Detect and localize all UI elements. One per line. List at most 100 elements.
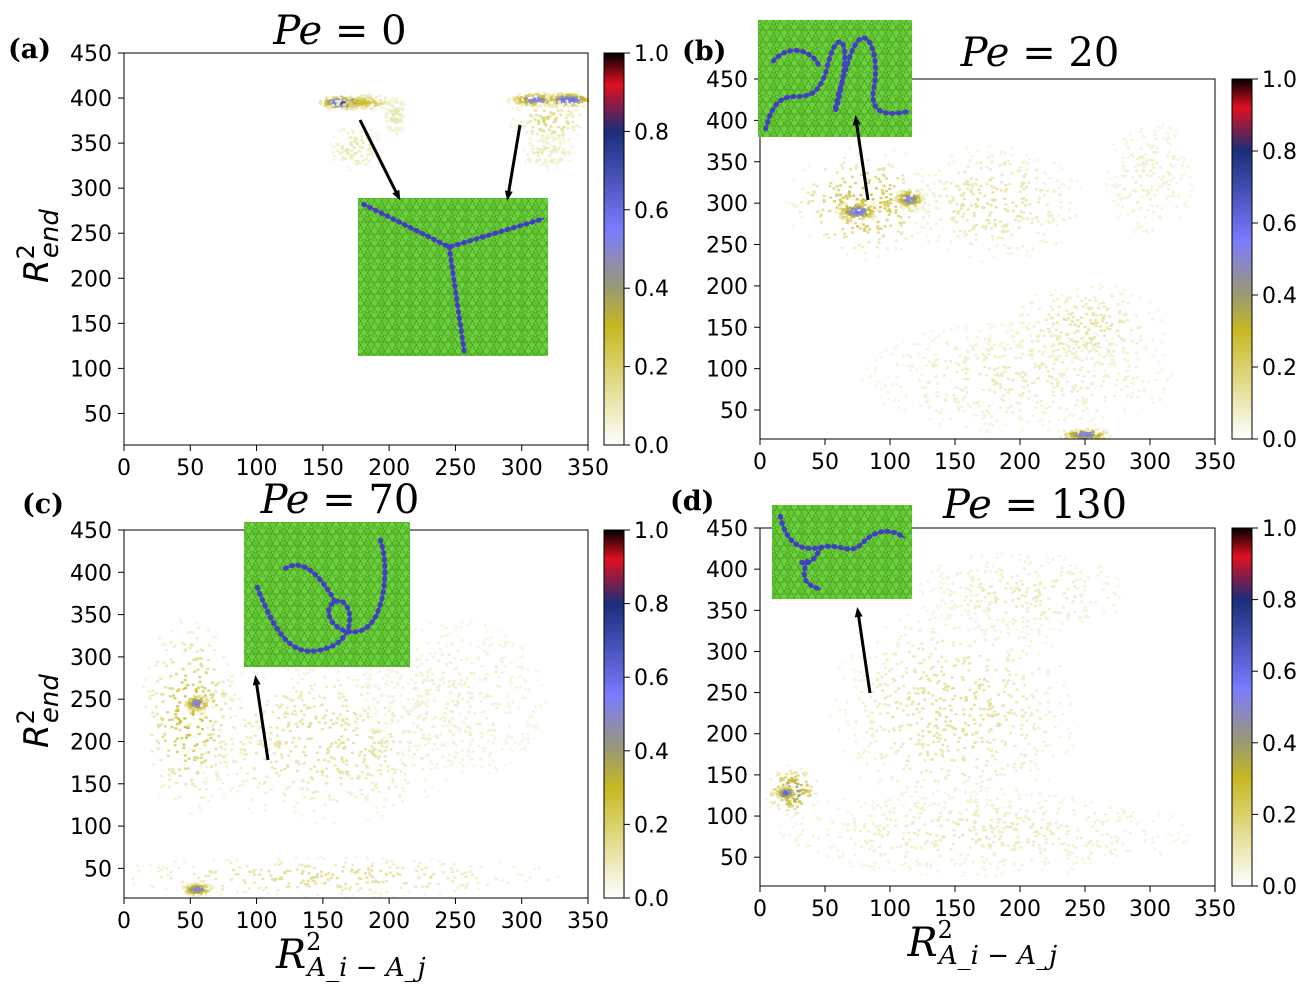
heat-cell-2-2 [425,710,429,714]
heat-cell-1-5 [1019,418,1023,421]
heat-cell-2-3 [365,881,369,884]
panel-title: Pe = 20 [960,30,1120,76]
heat-cell-2-0 [152,715,156,718]
heat-cell-1-3 [991,235,995,238]
heat-cell-2-2 [285,696,289,700]
heat-cell-2-2 [415,702,419,705]
heat-cell-1-5 [986,323,990,326]
heat-cell-1-5 [982,358,986,362]
heat-cell-1-4 [1092,343,1096,347]
heat-cell-0-5 [583,104,587,107]
heat-cell-3-0 [806,789,810,793]
heat-cell-2-0 [207,799,211,802]
heat-cell-1-7 [1149,175,1153,178]
heat-cell-2-5 [466,750,470,753]
heat-cell-2-2 [424,737,428,740]
heat-cell-2-5 [363,698,367,701]
heat-cell-0-4 [512,96,516,99]
heat-cell-1-0 [867,241,871,244]
heat-cell-1-7 [1168,163,1172,166]
heat-cell-0-4 [552,99,556,103]
heat-cell-1-5 [1068,414,1072,417]
heat-cell-2-5 [489,751,493,754]
colorbar-tick-label: 0.2 [634,356,669,381]
heat-cell-1-3 [1001,230,1005,234]
heat-cell-2-2 [299,695,303,698]
heat-cell-1-5 [1150,396,1154,400]
heat-cell-2-0 [147,666,151,670]
heat-cell-1-6 [1102,430,1106,433]
heat-cell-1-5 [1085,386,1089,390]
heat-cell-2-5 [373,707,377,710]
heat-cell-2-2 [350,751,354,755]
heat-cell-1-3 [1027,181,1031,185]
heat-cell-1-7 [1148,169,1152,172]
heat-cell-2-3 [341,870,345,873]
heat-cell-1-4 [1056,348,1060,351]
heat-cell-0-1 [360,106,364,109]
heat-cell-1-3 [988,178,992,182]
heat-cell-0-1 [379,99,383,102]
heat-cell-2-2 [263,808,267,812]
heat-cell-1-4 [1098,287,1102,291]
heat-cell-1-2 [910,198,914,201]
heat-cell-2-5 [495,666,499,669]
heatmap [131,618,560,899]
heat-cell-2-3 [417,864,421,868]
heat-cell-1-5 [1072,388,1076,391]
heat-cell-1-5 [1004,423,1008,426]
heat-cell-2-2 [263,804,267,807]
heat-cell-0-7 [542,145,546,148]
heat-cell-2-5 [449,631,453,635]
heat-cell-0-1 [371,109,375,113]
heat-cell-2-3 [135,864,139,867]
heat-cell-1-4 [1071,356,1075,360]
heat-cell-1-4 [1090,322,1094,325]
heat-cell-2-5 [442,681,446,685]
heat-cell-2-2 [262,710,266,714]
heat-cell-1-5 [1038,419,1042,423]
heat-cell-2-3 [365,856,369,860]
heat-cell-1-7 [1153,133,1157,136]
heat-cell-1-5 [1009,405,1013,408]
heat-cell-2-5 [480,735,484,739]
heat-cell-1-7 [1135,169,1139,173]
heat-cell-2-5 [380,729,384,733]
heat-cell-1-5 [927,406,931,409]
heat-cell-2-0 [183,717,187,720]
heat-cell-1-7 [1183,204,1187,207]
heat-cell-1-0 [863,227,867,230]
heat-cell-1-3 [933,194,937,197]
heat-cell-2-2 [270,766,274,769]
heat-cell-2-2 [365,798,369,801]
heat-cell-2-5 [498,644,502,647]
heat-cell-1-4 [1157,308,1161,312]
heat-cell-0-6 [543,122,547,126]
heat-cell-1-7 [1123,187,1127,190]
heat-cell-2-0 [196,725,200,729]
heat-cell-1-3 [914,222,918,225]
heat-cell-1-7 [1166,155,1170,158]
colorbar-tick-label: 1.0 [634,519,669,544]
heat-cell-3-0 [805,784,809,787]
heat-cell-1-4 [1135,341,1139,345]
heat-cell-2-0 [183,648,187,651]
heat-cell-0-5 [554,97,558,101]
heat-cell-1-3 [952,216,956,219]
heat-cell-1-2 [912,200,916,203]
heat-cell-2-3 [335,876,339,880]
heat-cell-2-5 [391,714,395,718]
heat-cell-1-3 [1016,170,1020,173]
heat-cell-1-0 [892,185,896,188]
heat-cell-3-1 [786,795,790,798]
heat-cell-0-6 [528,103,532,107]
heat-cell-0-0 [334,102,338,106]
heat-cell-1-4 [1075,306,1079,310]
heat-cell-2-3 [350,870,354,873]
heat-cell-1-0 [852,194,856,197]
heat-cell-2-0 [219,724,223,727]
heat-cell-1-0 [862,229,866,232]
heat-cell-0-2 [345,149,349,153]
heat-cell-2-3 [244,881,248,885]
heat-cell-0-2 [347,165,351,169]
